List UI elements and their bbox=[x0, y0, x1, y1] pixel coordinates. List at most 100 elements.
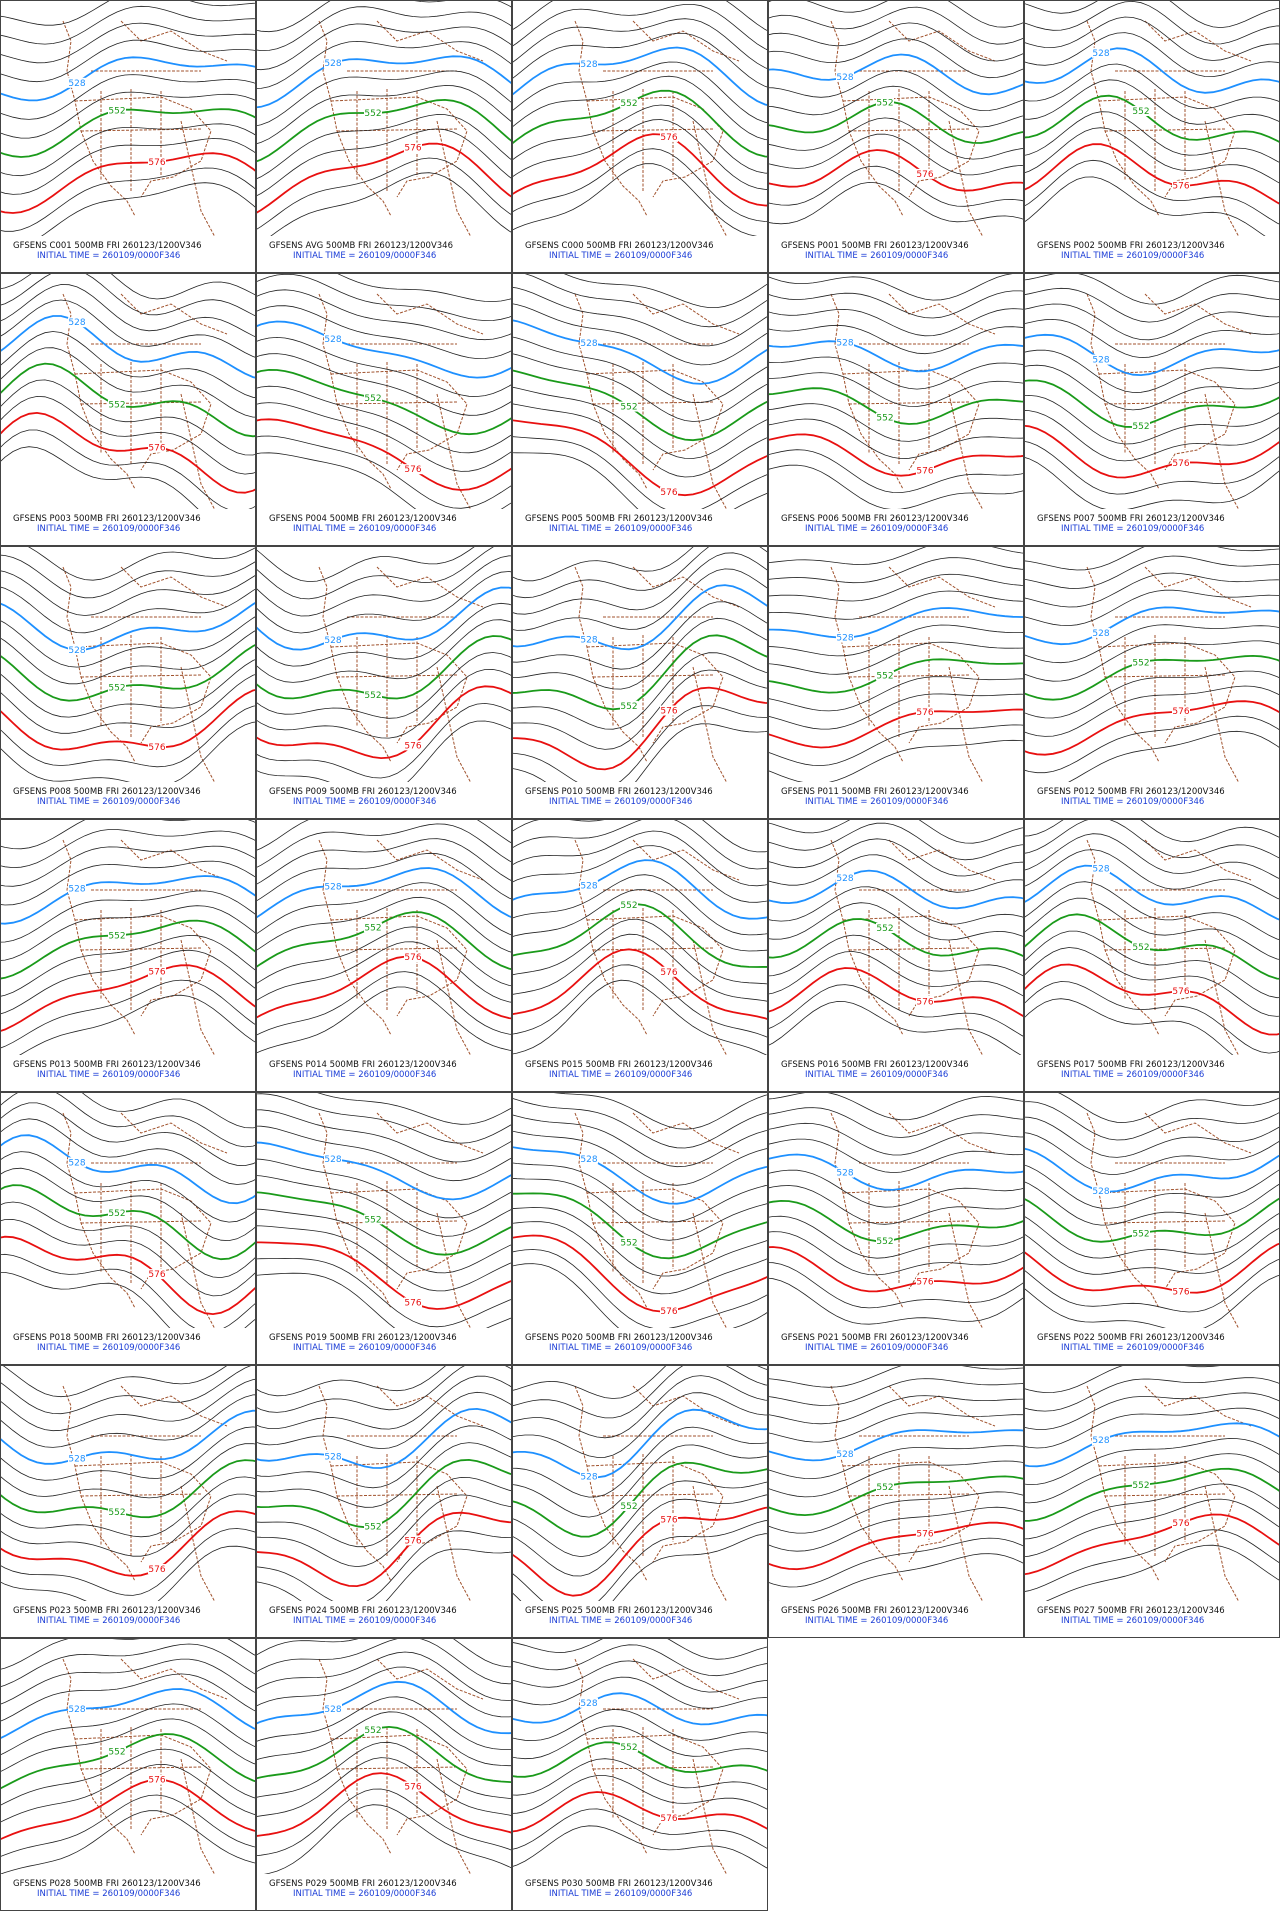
contour bbox=[513, 104, 767, 174]
map-outline bbox=[62, 20, 228, 238]
contour bbox=[1025, 547, 1279, 571]
contour bbox=[1, 429, 255, 512]
contour-label: 528 bbox=[68, 318, 85, 328]
contour bbox=[257, 305, 511, 360]
panel-title: GFSENS P012 500MB FRI 260123/1200V346 bbox=[1037, 787, 1225, 797]
caption-bg bbox=[1, 782, 255, 818]
map-panel: 528 552 576 GFSENS C000 500MB FRI 260123/12… bbox=[512, 0, 768, 273]
contour-label: 528 bbox=[324, 59, 341, 69]
label-bg bbox=[660, 1306, 678, 1317]
contour bbox=[769, 1122, 1023, 1156]
label-bg bbox=[404, 1297, 422, 1308]
contour bbox=[769, 1475, 1023, 1517]
map-panel: 528 552 576 GFSENS P001 500MB FRI 260123/12… bbox=[768, 0, 1024, 273]
contour bbox=[257, 1391, 511, 1450]
contour bbox=[769, 624, 1023, 657]
panel-title: GFSENS P026 500MB FRI 260123/1200V346 bbox=[781, 1606, 969, 1616]
map-panel: 528 552 576 GFSENS P009 500MB FRI 260123/12… bbox=[256, 546, 512, 819]
panel-title: GFSENS C001 500MB FRI 260123/1200V346 bbox=[13, 241, 202, 251]
contour-label: 552 bbox=[876, 1237, 893, 1247]
contour bbox=[1025, 1483, 1279, 1540]
contour-label: 576 bbox=[148, 968, 165, 978]
contour bbox=[769, 1199, 1023, 1243]
contour-label: 576 bbox=[916, 1278, 933, 1288]
contour bbox=[257, 555, 511, 617]
panel-subtitle: INITIAL TIME = 260109/0000F346 bbox=[293, 1343, 436, 1353]
panel-title: GFSENS P030 500MB FRI 260123/1200V346 bbox=[525, 1879, 713, 1889]
caption-bg bbox=[513, 1874, 767, 1910]
contour bbox=[513, 1791, 767, 1833]
panel-title: GFSENS AVG 500MB FRI 260123/1200V346 bbox=[269, 241, 453, 251]
map-outline bbox=[574, 293, 740, 511]
contour bbox=[257, 70, 511, 127]
contour bbox=[513, 1234, 767, 1313]
contour bbox=[513, 436, 767, 514]
contour bbox=[1025, 410, 1279, 462]
contour bbox=[1025, 127, 1279, 184]
panel-subtitle: INITIAL TIME = 260109/0000F346 bbox=[549, 1343, 692, 1353]
label-bg bbox=[324, 1451, 342, 1462]
contour-label: 552 bbox=[364, 1726, 381, 1736]
contour-label: 576 bbox=[916, 1530, 933, 1540]
contour bbox=[1025, 589, 1279, 627]
panel-subtitle: INITIAL TIME = 260109/0000F346 bbox=[37, 1889, 180, 1899]
label-bg bbox=[364, 393, 382, 404]
caption-bg bbox=[1025, 1328, 1279, 1364]
map: 528 552 576 GFSENS P012 500MB FRI 260123/12… bbox=[1025, 547, 1279, 818]
label-bg bbox=[916, 465, 934, 476]
contour bbox=[769, 356, 1023, 390]
contour-label: 576 bbox=[148, 158, 165, 168]
contour bbox=[513, 1520, 767, 1616]
contour bbox=[769, 85, 1023, 128]
contour bbox=[1, 1748, 255, 1806]
label-bg bbox=[108, 105, 126, 116]
contour bbox=[1025, 1242, 1279, 1294]
contour bbox=[1025, 897, 1279, 960]
contour-label: 576 bbox=[660, 1307, 677, 1317]
contour bbox=[1025, 1164, 1279, 1209]
contour bbox=[1025, 1132, 1279, 1175]
contour-label: 528 bbox=[68, 79, 85, 89]
label-bg bbox=[580, 58, 598, 69]
contour bbox=[769, 918, 1023, 959]
map-panel: 528 552 576 GFSENS P021 500MB FRI 260123/12… bbox=[768, 1092, 1024, 1365]
contour bbox=[257, 820, 511, 851]
panel-subtitle: INITIAL TIME = 260109/0000F346 bbox=[37, 1616, 180, 1626]
label-bg bbox=[68, 1157, 86, 1168]
label-bg bbox=[68, 645, 86, 656]
contour bbox=[1025, 394, 1279, 445]
label-bg bbox=[876, 412, 894, 423]
contour-label: 576 bbox=[148, 444, 165, 454]
caption-bg bbox=[257, 236, 511, 272]
contour bbox=[769, 449, 1023, 494]
contour bbox=[513, 903, 767, 968]
map-outline bbox=[574, 566, 740, 784]
panel-title: GFSENS P002 500MB FRI 260123/1200V346 bbox=[1037, 241, 1225, 251]
contour bbox=[524, 274, 767, 328]
contour bbox=[257, 320, 511, 379]
contour bbox=[564, 274, 767, 308]
contour-label: 552 bbox=[364, 923, 381, 933]
contour bbox=[1, 964, 255, 1032]
contour bbox=[769, 387, 1023, 425]
contour bbox=[769, 274, 1013, 301]
panel-title: GFSENS P014 500MB FRI 260123/1200V346 bbox=[269, 1060, 457, 1070]
map: 528 552 576 GFSENS C000 500MB FRI 260123/12… bbox=[513, 1, 767, 272]
label-bg bbox=[108, 1207, 126, 1218]
caption-bg bbox=[769, 1601, 1023, 1637]
contour bbox=[1025, 1147, 1279, 1193]
label-bg bbox=[404, 142, 422, 153]
contour bbox=[1, 570, 255, 616]
label-bg bbox=[148, 156, 166, 167]
panel-title: GFSENS P006 500MB FRI 260123/1200V346 bbox=[781, 514, 969, 524]
label-bg bbox=[1132, 941, 1150, 952]
contour-label: 576 bbox=[404, 144, 421, 154]
map: 528 552 576 GFSENS P014 500MB FRI 260123/12… bbox=[257, 820, 511, 1091]
caption-bg bbox=[257, 1601, 511, 1637]
map-outline bbox=[574, 20, 740, 238]
map: 528 552 576 GFSENS C001 500MB FRI 260123/12… bbox=[1, 1, 255, 272]
contour bbox=[1, 1426, 255, 1481]
label-bg bbox=[364, 1521, 382, 1532]
contour bbox=[1025, 1366, 1279, 1394]
contour bbox=[513, 1461, 767, 1538]
